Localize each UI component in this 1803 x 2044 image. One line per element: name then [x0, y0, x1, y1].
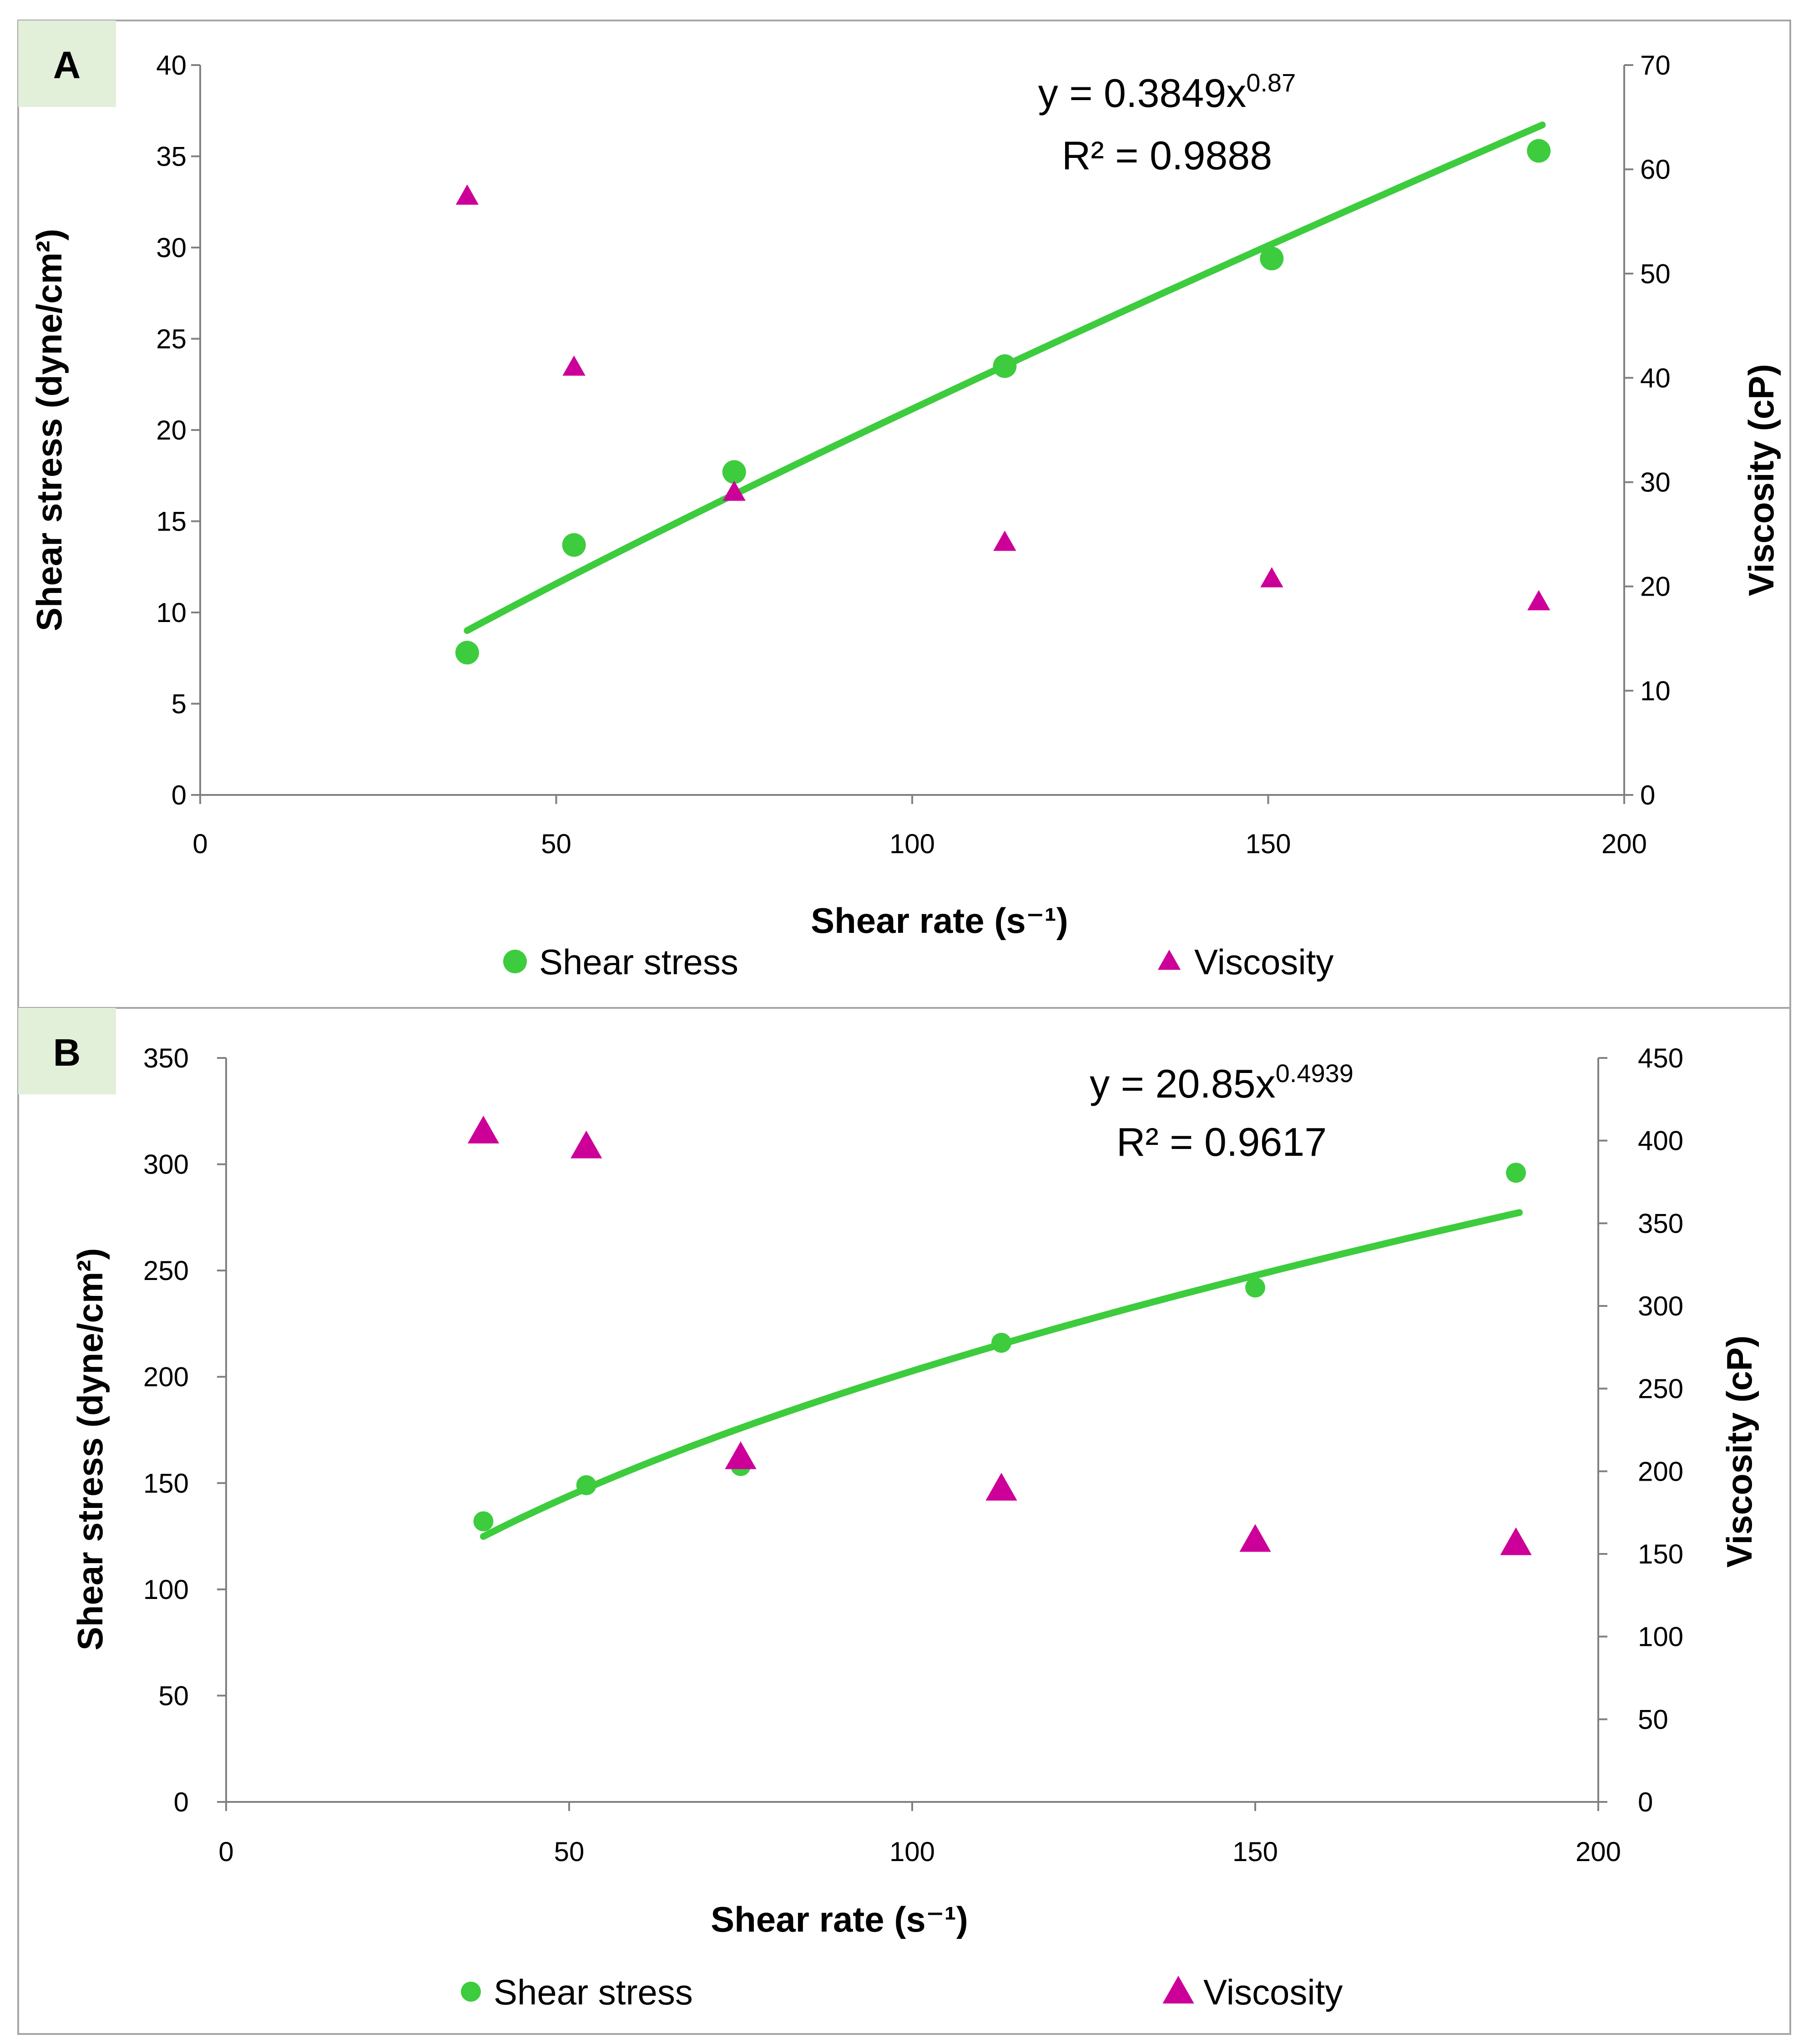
chart-b-y2-tick-label: 150: [1638, 1539, 1683, 1569]
chart-a-shear-stress-point: [722, 460, 746, 484]
chart-a-equation-base: y = 0.3849x: [1038, 71, 1246, 116]
chart-b-viscosity-point: [1500, 1527, 1532, 1555]
panel-b-label-box: [18, 1008, 116, 1094]
chart-a-y2-tick-label: 20: [1640, 572, 1671, 602]
chart-b-y-tick-label: 150: [143, 1468, 189, 1498]
chart-a-viscosity-point: [993, 531, 1016, 551]
chart-a-y2-axis-title: Viscosity (cP): [1741, 364, 1781, 596]
chart-a-x-tick-label: 100: [889, 829, 935, 859]
chart-a-y2-tick-label: 70: [1640, 50, 1671, 81]
chart-a-x-tick-label: 0: [192, 829, 207, 859]
chart-b-y-tick-label: 300: [143, 1149, 189, 1180]
chart-b-equation-base: y = 20.85x: [1090, 1061, 1276, 1106]
chart-a-y-tick-label: 0: [172, 780, 187, 810]
chart-b-y2-axis-title: Viscosity (cP): [1719, 1336, 1759, 1568]
chart-b-shear-stress-point: [1506, 1163, 1526, 1183]
chart-a-legend-viscosity-marker: [1157, 950, 1181, 970]
chart-a-x-tick-label: 200: [1601, 829, 1647, 859]
chart-b-y2-tick-label: 450: [1638, 1043, 1683, 1073]
chart-a-shear-stress-point: [455, 641, 479, 665]
chart-b-legend-viscosity-marker: [1162, 1976, 1194, 2004]
chart-a-viscosity-point: [1260, 567, 1283, 587]
chart-b-viscosity-point: [985, 1472, 1017, 1501]
chart-a-equation: y = 0.3849x0.87: [1038, 68, 1296, 116]
chart-a-y-tick-label: 40: [156, 50, 187, 81]
chart-a-x-tick-label: 50: [541, 829, 571, 859]
chart-a-y2-tick-label: 0: [1640, 780, 1655, 810]
chart-b-legend-viscosity-label: Viscosity: [1203, 1972, 1343, 2012]
chart-a-y2-tick-label: 40: [1640, 363, 1671, 393]
chart-b-y2-tick-label: 0: [1638, 1787, 1653, 1817]
chart-a-viscosity-point: [722, 481, 746, 501]
chart-b-x-tick-label: 50: [554, 1837, 585, 1867]
chart-b-y2-tick-label: 50: [1638, 1704, 1668, 1735]
chart-a-shear-stress-point: [993, 354, 1017, 378]
chart-a-y-tick-label: 20: [156, 415, 187, 445]
chart-b-x-tick-label: 0: [218, 1837, 233, 1867]
chart-a-y2-tick-label: 10: [1640, 676, 1671, 706]
chart-a-equation-exponent: 0.87: [1246, 68, 1296, 97]
chart-b-y-tick-label: 0: [174, 1787, 189, 1817]
chart-b-y2-tick-label: 400: [1638, 1126, 1683, 1156]
chart-b-shear-stress-point: [1245, 1277, 1265, 1298]
chart-a-legend-shear-stress-label: Shear stress: [539, 942, 738, 982]
chart-a-y-axis-title: Shear stress (dyne/cm²): [29, 229, 69, 631]
chart-b-y-tick-label: 50: [158, 1680, 189, 1711]
panel-b-label: B: [53, 1031, 81, 1074]
chart-b-y2-tick-label: 300: [1638, 1291, 1683, 1321]
chart-b-viscosity-point: [725, 1441, 757, 1469]
chart-b-legend-shear-stress-label: Shear stress: [494, 1972, 693, 2012]
chart-b-viscosity-point: [571, 1130, 602, 1159]
chart-a-shear-stress-point: [1260, 247, 1284, 271]
chart-b-y-tick-label: 200: [143, 1362, 189, 1392]
chart-a-y2-tick-label: 30: [1640, 467, 1671, 498]
chart-a-y2-tick-label: 60: [1640, 154, 1671, 185]
chart-b-viscosity-point: [467, 1115, 500, 1143]
chart-b-y2-tick-label: 250: [1638, 1374, 1683, 1404]
chart-a-y-tick-label: 35: [156, 142, 187, 172]
panel-a-label-box: [18, 20, 116, 107]
chart-a-y2-tick-label: 50: [1640, 258, 1671, 289]
chart-b-equation: y = 20.85x0.4939: [1090, 1059, 1354, 1106]
chart-a-x-tick-label: 150: [1245, 829, 1291, 859]
panel-b: B 0 50 100 150 200 250 300 350 0 50 100 150 200 250 30…: [17, 1007, 1791, 2035]
chart-a-y-tick-label: 15: [156, 506, 187, 537]
chart-b-x-tick-label: 150: [1232, 1837, 1278, 1867]
chart-b-shear-stress-point: [576, 1475, 596, 1495]
chart-a-y-tick-label: 5: [172, 689, 187, 719]
chart-a-viscosity-point: [562, 355, 586, 376]
chart-b-y-tick-label: 250: [143, 1255, 189, 1286]
chart-a-viscosity-point: [455, 184, 479, 205]
chart-b-r-squared: R² = 0.9617: [1116, 1119, 1327, 1164]
chart-b-equation-exponent: 0.4939: [1276, 1059, 1354, 1088]
chart-a-legend-shear-stress-marker: [503, 950, 527, 973]
panel-a: A 0 5 10 15 20 25 30 35 40 0 10 20 30 40 50 60 70 0 50 100 1…: [17, 20, 1791, 1009]
chart-a-x-axis-title: Shear rate (s⁻¹): [811, 901, 1068, 941]
chart-a-legend-viscosity-label: Viscosity: [1194, 942, 1333, 982]
chart-a-y-tick-label: 10: [156, 597, 187, 628]
chart-a-r-squared: R² = 0.9888: [1062, 133, 1272, 178]
chart-a-viscosity-point: [1527, 590, 1550, 611]
chart-b-viscosity-point: [1239, 1524, 1271, 1552]
chart-a-shear-stress-point: [562, 533, 586, 557]
chart-b-legend-shear-stress-marker: [461, 1982, 481, 2002]
chart-b-y2-tick-label: 200: [1638, 1456, 1683, 1487]
chart-b-x-tick-label: 100: [889, 1837, 935, 1867]
chart-b-y2-tick-label: 350: [1638, 1208, 1683, 1239]
chart-a-y-tick-label: 30: [156, 233, 187, 263]
chart-a-shear-stress-point: [1527, 139, 1551, 163]
chart-b-y2-tick-label: 100: [1638, 1622, 1683, 1652]
chart-b-shear-stress-point: [991, 1332, 1012, 1353]
chart-b-x-axis-title: Shear rate (s⁻¹): [711, 1899, 968, 1939]
chart-b-shear-stress-point: [473, 1511, 494, 1532]
chart-b-y-axis-title: Shear stress (dyne/cm²): [70, 1248, 110, 1650]
panel-b-frame: [17, 1007, 1791, 2035]
panel-a-label: A: [53, 44, 81, 86]
chart-b-y-tick-label: 350: [143, 1043, 189, 1073]
chart-b-x-tick-label: 200: [1576, 1837, 1621, 1867]
chart-a-y-tick-label: 25: [156, 324, 187, 354]
chart-b-y-tick-label: 100: [143, 1574, 189, 1605]
